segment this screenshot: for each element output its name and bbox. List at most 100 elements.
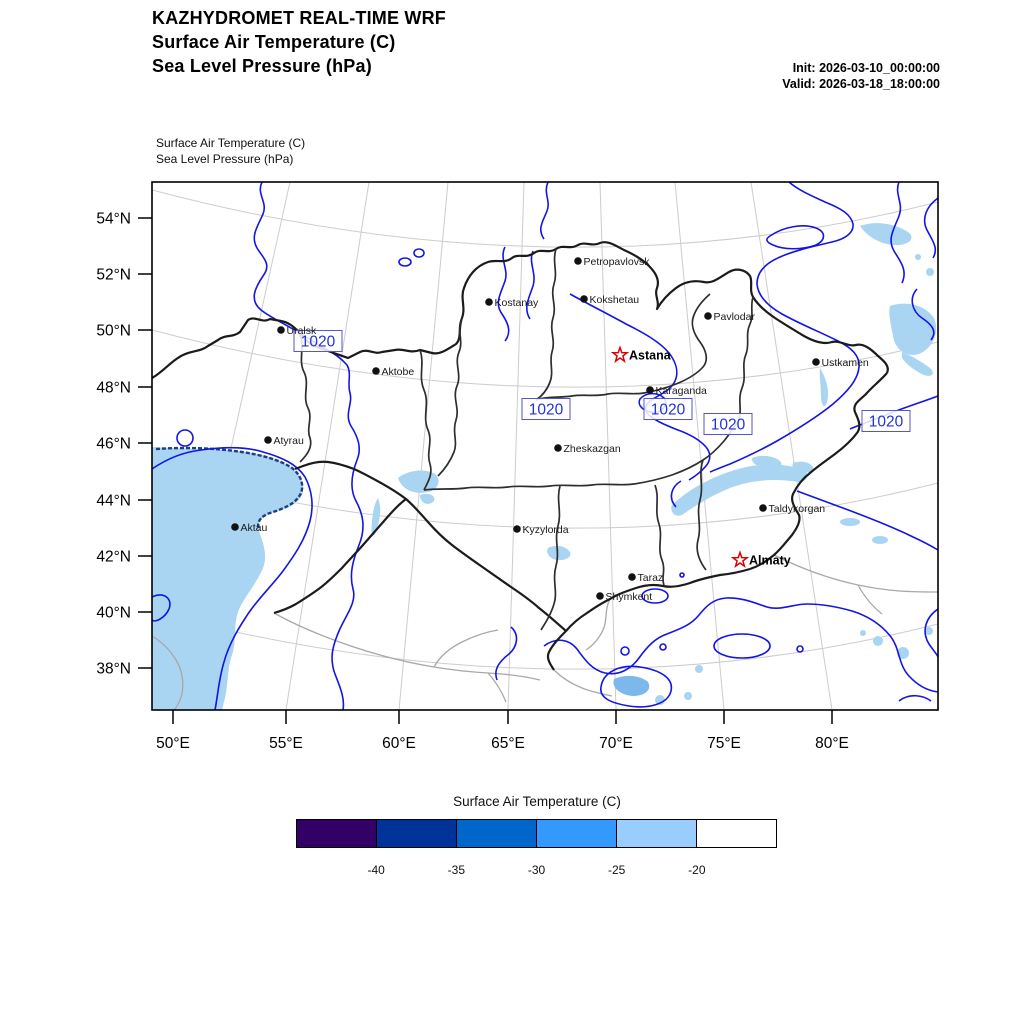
colorbar-tick-label: -40 — [367, 863, 385, 877]
city-dot-icon — [372, 367, 380, 375]
lon-tick-label: 65°E — [491, 735, 525, 752]
map-legend: Surface Air Temperature (C) Sea Level Pr… — [156, 136, 305, 167]
pressure-label-text: 1020 — [711, 417, 746, 434]
lat-tick-label: 52°N — [96, 267, 131, 284]
city-dot-icon — [704, 312, 712, 320]
lon-tick-label: 60°E — [382, 735, 416, 752]
caspian-sea — [152, 447, 304, 710]
city-marker-shymkent: Shymkent — [596, 591, 652, 603]
pressure-label: 1020 — [703, 413, 753, 435]
city-dot-icon — [596, 592, 604, 600]
lon-tick-label: 80°E — [815, 735, 849, 752]
subtitle-temperature: Surface Air Temperature (C) — [152, 32, 396, 52]
colorbar-segment — [377, 820, 457, 847]
lon-tick-label: 70°E — [599, 735, 633, 752]
city-label: Ustkamen — [822, 357, 869, 369]
map-legend-line2: Sea Level Pressure (hPa) — [156, 151, 294, 166]
page-title: KAZHYDROMET REAL-TIME WRF — [152, 8, 446, 28]
pressure-label-box — [293, 330, 343, 352]
colorbar — [296, 819, 777, 848]
lat-tick-label: 50°N — [96, 323, 131, 340]
lat-tick-label: 54°N — [96, 211, 131, 228]
city-label: Taraz — [638, 572, 664, 584]
colorbar-tick-label: -30 — [527, 863, 546, 877]
oblast-borders — [299, 248, 754, 631]
city-label: Kokshetau — [590, 294, 640, 306]
pressure-label-text: 1020 — [651, 402, 686, 419]
pressure-label-layer: 1020 1020 1020 1020 1020 — [293, 330, 911, 435]
city-marker-pavlodar: Pavlodar — [704, 311, 755, 323]
pressure-label-box — [521, 398, 571, 420]
lat-tick-label: 46°N — [96, 436, 131, 453]
city-marker-almaty: Almaty — [730, 550, 791, 568]
axis-layer: 54°N 52°N 50°N 48°N 46°N 44°N 42°N 40°N 38°N 50°E… — [96, 211, 849, 753]
water-areas-dark — [613, 675, 650, 696]
city-label: Aktau — [241, 522, 268, 534]
city-label: Astana — [629, 349, 672, 363]
city-marker-aktobe: Aktobe — [372, 366, 414, 378]
capital-star-icon — [610, 345, 630, 363]
city-label: Petropavlovsk — [584, 256, 651, 268]
map-legend-line1: Surface Air Temperature (C) — [156, 136, 306, 150]
lat-tick-label: 44°N — [96, 493, 131, 510]
colorbar-segment — [457, 820, 537, 847]
lat-tick-label: 42°N — [96, 549, 131, 566]
colorbar-segment — [617, 820, 697, 847]
city-dot-icon — [628, 573, 636, 581]
city-label: Aktobe — [382, 366, 415, 378]
map-frame — [151, 181, 939, 711]
city-marker-zheskazgan: Zheskazgan — [554, 443, 621, 455]
city-marker-atyrau: Atyrau — [264, 435, 304, 447]
city-label: Uralsk — [287, 325, 318, 337]
city-dot-icon — [277, 326, 285, 334]
city-marker-petropavlovsk: Petropavlovsk — [574, 256, 650, 268]
pressure-label-box — [643, 398, 693, 420]
pressure-label: 1020 — [643, 398, 693, 420]
city-marker-astana: Astana — [610, 345, 672, 363]
city-label: Taldykorgan — [769, 503, 826, 515]
lon-tick-label: 55°E — [269, 735, 303, 752]
city-label: Kostanay — [495, 297, 540, 309]
colorbar-segment — [697, 820, 776, 847]
lon-tick-label: 75°E — [707, 735, 741, 752]
city-dot-icon — [580, 295, 588, 303]
graticule — [152, 182, 938, 710]
capital-star-icon — [730, 550, 750, 568]
city-dot-icon — [485, 298, 493, 306]
city-dot-icon — [264, 436, 272, 444]
city-marker-ustkamen: Ustkamen — [812, 357, 869, 369]
city-label: Zheskazgan — [564, 443, 621, 455]
city-dot-icon — [554, 444, 562, 452]
colorbar-segment — [297, 820, 377, 847]
lon-tick-label: 50°E — [156, 735, 190, 752]
colorbar-tick-label: -20 — [688, 863, 706, 877]
init-time: Init: 2026-03-10_00:00:00 — [792, 61, 940, 75]
colorbar-ticks: -40 -35 -30 -25 -20 — [296, 863, 777, 883]
city-marker-taraz: Taraz — [628, 572, 663, 584]
city-label: Atyrau — [274, 435, 305, 447]
city-dot-icon — [646, 386, 654, 394]
city-marker-kokshetau: Kokshetau — [580, 294, 639, 306]
city-label: Pavlodar — [714, 311, 756, 323]
aral-sea — [398, 470, 439, 493]
city-dot-icon — [513, 525, 521, 533]
caspian-coastline — [155, 446, 304, 531]
pressure-label-text: 1020 — [869, 414, 904, 431]
city-marker-kyzylorda: Kyzylorda — [513, 524, 569, 536]
lake-balkhash — [671, 464, 808, 516]
city-marker-kostanay: Kostanay — [485, 297, 539, 309]
city-layer: Uralsk Aktobe Atyrau Aktau Kostanay Petropavl… — [231, 256, 869, 603]
lat-tick-label: 40°N — [96, 605, 131, 622]
city-marker-taldykorgan: Taldykorgan — [759, 503, 825, 515]
city-marker-karaganda: Karaganda — [646, 385, 707, 397]
lat-tick-label: 38°N — [96, 661, 131, 678]
pressure-label: 1020 — [861, 410, 911, 432]
colorbar-tick-label: -25 — [607, 863, 626, 877]
city-marker-uralsk: Uralsk — [277, 325, 317, 337]
colorbar-title: Surface Air Temperature (C) — [453, 794, 621, 809]
pressure-label-text: 1020 — [529, 402, 564, 419]
water-areas — [152, 223, 937, 710]
pressure-label-text: 1020 — [301, 334, 336, 351]
city-dot-icon — [574, 257, 582, 265]
